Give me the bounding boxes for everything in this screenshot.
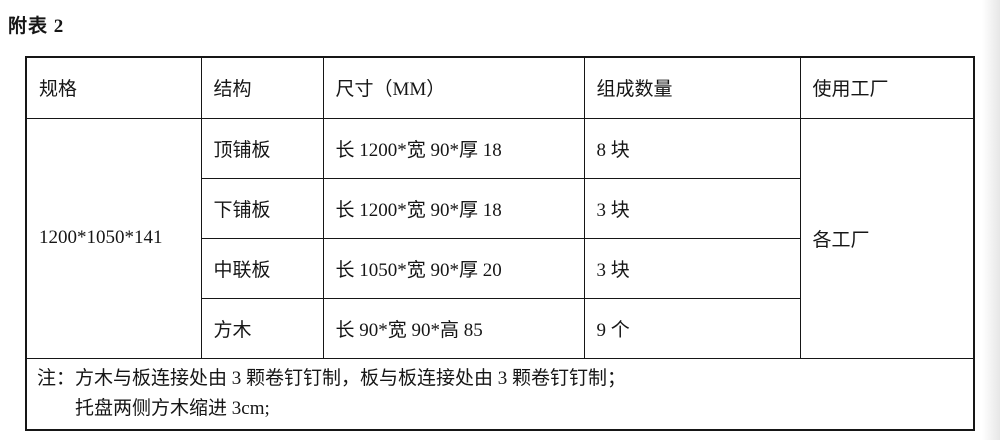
header-factory: 使用工厂 xyxy=(799,56,975,119)
note-line-2: 托盘两侧方木缩进 3cm; xyxy=(75,397,270,419)
note-label: 注： xyxy=(37,367,76,389)
structure-cell: 顶铺板 xyxy=(200,117,324,179)
structure-cell: 下铺板 xyxy=(200,177,324,239)
table-row: 中联板 长 1050*宽 90*厚 20 3 块 xyxy=(26,237,974,299)
structure-cell: 中联板 xyxy=(200,237,324,299)
header-quantity: 组成数量 xyxy=(583,56,801,119)
table-row: 下铺板 长 1200*宽 90*厚 18 3 块 xyxy=(26,177,974,239)
factory-value-cell: 各工厂 xyxy=(799,117,975,359)
table-row: 1200*1050*141 顶铺板 长 1200*宽 90*厚 18 8 块 各… xyxy=(25,117,975,359)
pallet-spec-table: 规格 结构 尺寸（MM） 组成数量 使用工厂 1200*1050*141 顶铺板… xyxy=(25,56,975,431)
header-spec: 规格 xyxy=(25,56,202,119)
spec-value-cell: 1200*1050*141 xyxy=(25,117,202,359)
header-size: 尺寸（MM） xyxy=(322,56,585,119)
header-row: 规格 结构 尺寸（MM） 组成数量 使用工厂 xyxy=(25,56,975,119)
page-edge-shadow xyxy=(982,0,1000,440)
quantity-cell: 8 块 xyxy=(583,117,801,179)
note-row: 注： 方木与板连接处由 3 颗卷钉钉制，板与板连接处由 3 颗卷钉钉制； 托盘两… xyxy=(25,357,975,430)
size-cell: 长 1200*宽 90*厚 18 xyxy=(322,177,585,239)
note-cell: 注： 方木与板连接处由 3 颗卷钉钉制，板与板连接处由 3 颗卷钉钉制； 托盘两… xyxy=(25,357,975,430)
table-row: 方木 长 90*宽 90*高 85 9 个 xyxy=(26,297,974,359)
note-lines: 方木与板连接处由 3 颗卷钉钉制，板与板连接处由 3 颗卷钉钉制； 托盘两侧方木… xyxy=(75,364,965,424)
quantity-cell: 3 块 xyxy=(583,177,801,239)
table-caption: 附表 2 xyxy=(8,16,65,37)
size-cell: 长 1050*宽 90*厚 20 xyxy=(322,237,585,299)
structure-cell: 方木 xyxy=(200,297,324,359)
header-structure: 结构 xyxy=(200,56,324,119)
size-cell: 长 1200*宽 90*厚 18 xyxy=(322,117,585,179)
quantity-cell: 9 个 xyxy=(583,297,801,359)
quantity-cell: 3 块 xyxy=(583,237,801,299)
size-cell: 长 90*宽 90*高 85 xyxy=(322,297,585,359)
note-line-1: 方木与板连接处由 3 颗卷钉钉制，板与板连接处由 3 颗卷钉钉制； xyxy=(75,367,627,389)
